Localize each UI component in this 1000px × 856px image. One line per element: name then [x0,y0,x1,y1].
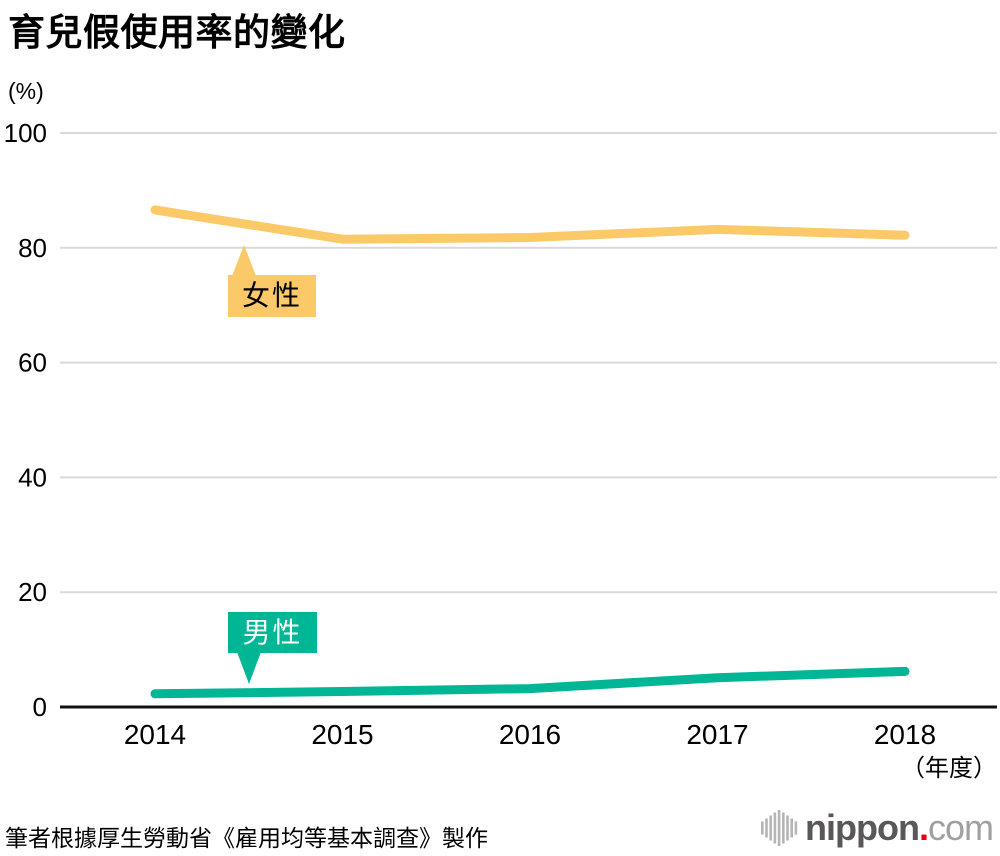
x-tick-label: 2015 [311,719,373,750]
y-tick-label: 20 [18,577,47,607]
y-tick-label: 80 [18,233,47,263]
x-tick-label: 2014 [124,719,186,750]
nippon-logo: nippon.com [761,807,994,848]
series-line-female [150,205,910,244]
female-series-label: 女性 [228,245,316,317]
x-tick-label: 2017 [686,719,748,750]
audio-bars-icon [761,810,798,846]
male-label-text: 男性 [242,616,303,648]
y-tick-label: 0 [33,692,47,722]
y-tick-label: 40 [18,462,47,492]
y-tick-label: 100 [4,118,47,148]
x-tick-label: 2016 [499,719,561,750]
source-note: 筆者根據厚生勞動省《雇用均等基本調查》製作 [5,825,488,851]
x-tick-label: 2018 [874,719,936,750]
chart-title: 育兒假使用率的變化 [8,12,346,53]
y-tick-label: 60 [18,348,47,378]
female-label-text: 女性 [241,280,302,311]
x-axis-unit-label: （年度） [901,755,997,782]
logo-suffix-text: com [927,807,994,848]
logo-brand-text: nippon [805,807,920,848]
logo-dot: . [918,807,929,848]
female-callout-pointer-icon [232,245,256,276]
male-callout-pointer-icon [237,652,261,684]
male-series-label: 男性 [228,612,317,684]
logo-wordmark: nippon.com [805,807,994,848]
y-axis-unit-label: (%) [8,78,44,104]
series-line-male [150,666,910,699]
